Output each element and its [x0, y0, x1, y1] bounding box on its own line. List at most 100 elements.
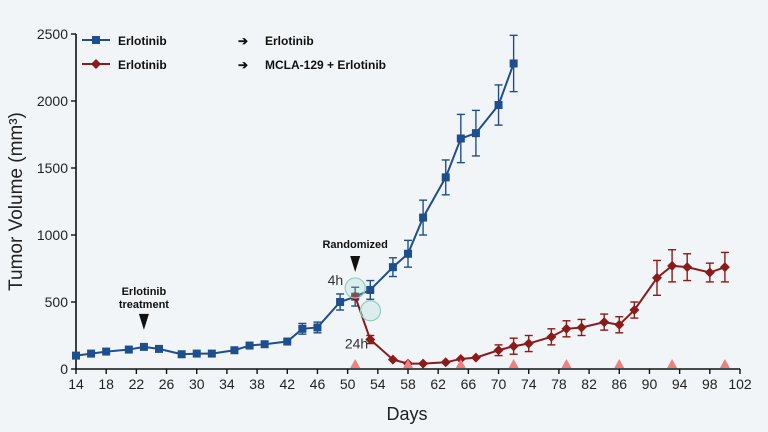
x-tick-label: 78 [551, 376, 567, 392]
data-point [298, 324, 307, 333]
x-tick-label: 30 [189, 376, 205, 392]
x-tick-label: 34 [219, 376, 235, 392]
legend-label-1: Erlotinib [118, 58, 167, 72]
series-1 [350, 249, 730, 369]
data-point [561, 323, 572, 334]
y-tick-label: 2000 [37, 93, 68, 109]
x-tick-label: 38 [249, 376, 265, 392]
erlotinib-treatment-label-line1: Erlotinib [122, 286, 167, 298]
data-point [682, 262, 693, 273]
data-point [509, 59, 518, 68]
data-point [139, 342, 148, 351]
dosing-marker [667, 359, 678, 368]
data-point [419, 213, 428, 222]
dosing-markers [350, 359, 730, 368]
data-point [546, 331, 557, 342]
randomized-label: Randomized [322, 239, 387, 251]
x-tick-label: 86 [611, 376, 627, 392]
x-tick-label: 62 [430, 376, 446, 392]
data-point [230, 346, 239, 355]
x-tick-label: 26 [159, 376, 175, 392]
data-point [441, 173, 450, 182]
legend-label-0: Erlotinib [118, 34, 167, 48]
series-layer [72, 34, 730, 369]
data-point [440, 357, 451, 368]
data-point [350, 291, 361, 302]
x-tick-label: 102 [728, 376, 752, 392]
erlotinib-treatment-arrow [138, 313, 149, 330]
dosing-marker [561, 359, 572, 368]
data-point [523, 338, 534, 349]
y-axis-label: Tumor Volume (mm³) [6, 112, 27, 291]
dosing-marker [350, 359, 361, 368]
y-tick-labels: 0 500 1000 1500 2000 2500 [37, 26, 68, 377]
erlotinib-treatment-label-line2: treatment [119, 299, 169, 311]
data-point [87, 349, 96, 358]
data-point [455, 353, 466, 364]
dosing-marker [455, 359, 466, 368]
data-point [667, 260, 678, 271]
dosing-marker [508, 359, 519, 368]
x-tick-labels: 14 18 22 26 30 34 38 42 46 50 54 58 62 66 70 74 78 82 86 90… [68, 376, 752, 392]
x-tick-label: 66 [461, 376, 477, 392]
data-point [629, 305, 640, 316]
data-point [283, 337, 292, 346]
dosing-marker [719, 359, 730, 368]
data-point [599, 317, 610, 328]
four-h-label: 4h [328, 272, 344, 288]
data-point [155, 344, 163, 353]
data-point [493, 345, 504, 356]
x-tick-label: 74 [521, 376, 537, 392]
x-tick-label: 22 [129, 376, 145, 392]
x-axis-label: Days [386, 404, 427, 424]
data-point [404, 249, 412, 258]
data-point [336, 298, 345, 306]
data-point [494, 101, 503, 110]
series-line [75, 63, 515, 357]
data-point [704, 267, 715, 278]
x-tick-label: 42 [279, 376, 295, 392]
legend: Erlotinib ➔ Erlotinib Erlotinib ➔ MCLA-1… [82, 34, 386, 72]
legend-marker-1 [91, 59, 101, 69]
randomized-arrow [350, 255, 361, 272]
legend-arrow-0: ➔ [238, 34, 248, 48]
x-tick-label: 54 [370, 376, 386, 392]
data-point [72, 351, 80, 360]
y-tick-label: 2500 [37, 26, 68, 42]
twenty-four-h-label: 24h [345, 336, 368, 352]
x-tick-label: 14 [68, 376, 84, 392]
legend-arrow-1: ➔ [238, 58, 248, 72]
series-line [354, 264, 726, 365]
data-point [470, 352, 481, 363]
x-tick-label: 82 [581, 376, 597, 392]
data-point [456, 134, 465, 143]
legend-target-0: Erlotinib [265, 34, 314, 48]
x-tick-label: 94 [672, 376, 688, 392]
data-point [388, 263, 397, 272]
data-point [177, 350, 186, 359]
data-point [471, 129, 480, 138]
data-point [102, 347, 111, 356]
data-point [366, 285, 375, 294]
y-tick-label: 500 [45, 294, 69, 310]
x-tick-label: 90 [642, 376, 658, 392]
x-tick-label: 50 [340, 376, 356, 392]
x-tick-label: 46 [310, 376, 326, 392]
axes [71, 33, 741, 374]
twenty-four-h-circle [359, 300, 382, 322]
data-point [207, 349, 216, 358]
y-tick-label: 1500 [37, 160, 68, 176]
y-tick-label: 0 [60, 361, 68, 377]
four-h-circle [344, 277, 366, 299]
data-point [387, 354, 398, 365]
y-tick-label: 1000 [37, 227, 68, 243]
data-point [418, 358, 429, 369]
data-point [124, 345, 133, 354]
data-point [313, 323, 322, 332]
x-tick-label: 58 [400, 376, 416, 392]
dosing-marker [614, 359, 625, 368]
legend-marker-0 [92, 36, 100, 44]
data-point [260, 340, 269, 349]
